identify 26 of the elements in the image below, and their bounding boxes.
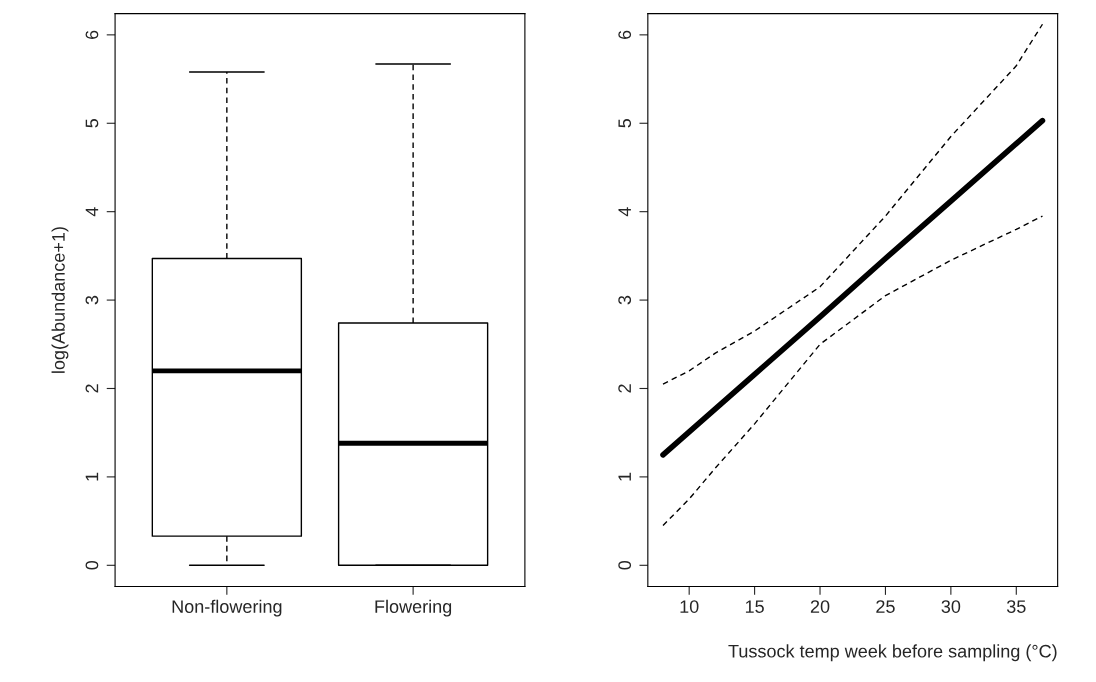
y-tick-label: 0 — [618, 560, 632, 570]
x-tick-label: 15 — [745, 600, 764, 613]
y-tick-label: 6 — [618, 30, 632, 39]
y-tick-label: 5 — [618, 119, 632, 128]
y-tick-label: 6 — [85, 30, 99, 39]
y-tick-label: 2 — [618, 384, 631, 393]
x-tick-label: 35 — [1006, 600, 1026, 613]
y-tick-label: 1 — [618, 472, 631, 481]
y-tick-label: 3 — [85, 295, 99, 305]
line-series — [662, 23, 1044, 385]
line-series — [662, 215, 1044, 527]
y-tick-label: 5 — [85, 119, 99, 128]
x-tick-label: Non-flowering — [172, 599, 282, 617]
x-axis-title: Tussock temp week before sampling (°C) — [728, 644, 1057, 662]
x-tick-label: 30 — [941, 600, 961, 613]
y-tick-label: 4 — [85, 207, 99, 217]
x-tick-label: 25 — [876, 600, 895, 613]
x-tick-label: 20 — [810, 600, 830, 613]
y-tick-label: 0 — [85, 560, 99, 570]
x-tick-label: Flowering — [375, 599, 452, 617]
x-tick-label: 10 — [680, 600, 699, 613]
y-tick-label: 1 — [85, 472, 99, 481]
y-tick-label: 2 — [85, 384, 99, 393]
y-axis-title: log(Abundance+1) — [51, 227, 69, 373]
y-tick-label: 3 — [618, 295, 632, 305]
y-tick-label: 4 — [618, 207, 631, 217]
